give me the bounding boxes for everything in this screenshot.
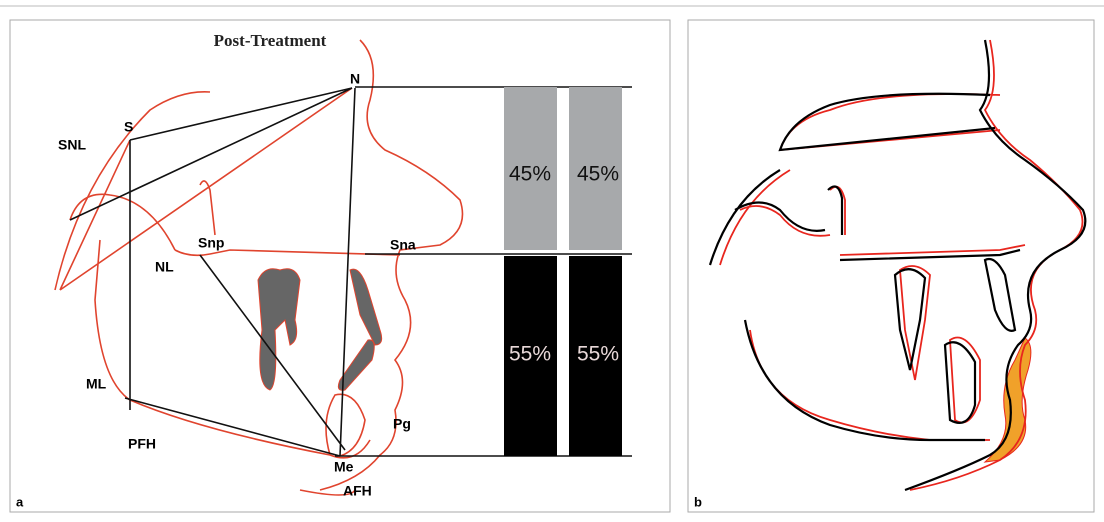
landmark: N	[350, 71, 360, 87]
landmark: SNL	[58, 137, 86, 153]
landmark: NL	[155, 259, 174, 275]
landmark: Pg	[393, 416, 411, 432]
ratio-label: 45%	[509, 163, 551, 186]
panel-label: b	[694, 494, 702, 509]
panel-a: Post-Treatment 45% 45% 55% 55% N S SNL S…	[10, 20, 670, 512]
figure: Post-Treatment 45% 45% 55% 55% N S SNL S…	[0, 0, 1104, 517]
landmark: Me	[334, 459, 354, 475]
landmark: PFH	[128, 436, 156, 452]
landmark: AFH	[343, 483, 372, 499]
landmark: Sna	[390, 237, 416, 253]
ratio-label: 55%	[509, 343, 551, 366]
ratio-label: 45%	[577, 163, 619, 186]
landmark: S	[124, 119, 133, 135]
panel-label: a	[16, 494, 24, 509]
panel-title: Post-Treatment	[214, 31, 327, 50]
ratio-label: 55%	[577, 343, 619, 366]
landmark: ML	[86, 376, 107, 392]
landmark: Snp	[198, 235, 224, 251]
panel-b: b	[688, 20, 1094, 512]
